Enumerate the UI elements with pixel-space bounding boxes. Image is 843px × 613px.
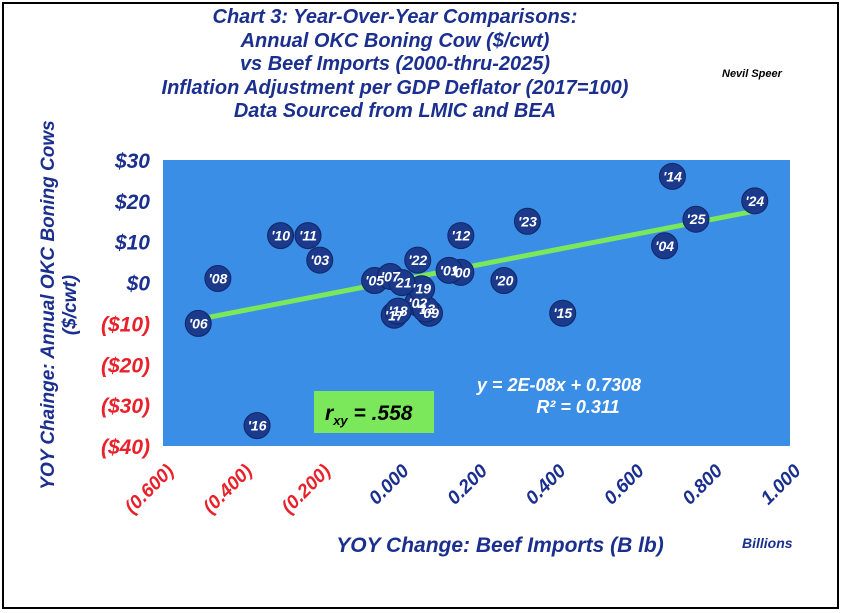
data-point-label: '25 [686, 211, 705, 227]
data-point [490, 267, 518, 295]
title-line-3: vs Beef Imports (2000-thru-2025) [239, 53, 551, 75]
data-point-label: '02 [408, 295, 427, 311]
data-point [404, 246, 432, 274]
data-point [267, 222, 295, 250]
x-tick-label: 0.600 [600, 460, 649, 509]
x-tick-label: 0.400 [522, 460, 571, 509]
x-axis-ticks: (0.600) (0.400) (0.200) 0.000 0.200 0.400 0.60… [121, 460, 806, 518]
x-tick-label: (0.200) [278, 461, 335, 518]
data-point [184, 309, 212, 337]
x-axis-unit: Billions [742, 535, 793, 551]
data-point-label: '22 [408, 252, 427, 268]
data-point [513, 207, 541, 235]
data-point [549, 299, 577, 327]
trendline [195, 208, 758, 322]
data-point-label: '21 [393, 275, 412, 291]
y-axis-label-line-1: YOY Chainge: Annual OKC Boning Cows [38, 120, 59, 489]
data-point-label: '04 [655, 238, 674, 254]
data-point-label: '05 [365, 273, 384, 289]
y-tick-label: $30 [114, 150, 150, 173]
data-point [204, 264, 232, 292]
data-point-label: '23 [518, 213, 537, 229]
y-axis-label-line-2: ($/cwt) [60, 275, 81, 335]
data-point [651, 232, 679, 260]
data-point-label: '14 [663, 168, 682, 184]
x-tick-label: (0.600) [121, 461, 178, 518]
correlation-r: r [325, 402, 335, 425]
data-point-label: '00 [451, 264, 470, 280]
plot-area [163, 160, 790, 446]
title-line-1: Chart 3: Year-Over-Year Comparisons: [212, 6, 578, 28]
data-point [294, 222, 322, 250]
data-point-label: '24 [745, 193, 764, 209]
data-point-label: '12 [451, 228, 470, 244]
title-line-5: Data Sourced from LMIC and BEA [233, 100, 557, 122]
data-point-label: '03 [310, 252, 329, 268]
data-point-label: '17 [385, 307, 405, 323]
data-point-label: '11 [299, 228, 317, 244]
y-tick-label: ($30) [101, 395, 150, 418]
x-tick-label: 1.000 [757, 460, 806, 509]
data-point [384, 297, 412, 325]
data-point-label: '18 [389, 303, 408, 319]
y-tick-label: $20 [114, 191, 150, 214]
author-credit: Nevil Speer [722, 68, 782, 80]
data-point-label: '13 [416, 301, 435, 317]
data-point [435, 256, 463, 284]
data-point-label: '10 [271, 228, 290, 244]
data-point [658, 162, 686, 190]
data-point-label: '20 [494, 273, 513, 289]
y-tick-label: ($10) [101, 313, 150, 336]
point-labels: '00'01 '02 '03 '04 '05 '06 '07 '08 '09 '10 '11 '12 '… [189, 168, 765, 433]
y-tick-label: ($20) [101, 354, 150, 377]
y-axis-ticks: $30 $20 $10 $0 ($10) ($20) ($30) ($40) [101, 150, 150, 459]
x-tick-label: 0.800 [679, 460, 728, 509]
data-point [447, 222, 475, 250]
title-line-4: Inflation Adjustment per GDP Deflator (2… [161, 76, 629, 99]
data-point-label: '19 [412, 281, 431, 297]
title-line-2: Annual OKC Boning Cow ($/cwt) [240, 29, 550, 52]
chart-title: Chart 3: Year-Over-Year Comparisons: Ann… [90, 6, 700, 124]
x-tick-label: 0.000 [365, 460, 414, 509]
data-point [306, 246, 334, 274]
data-point [682, 205, 710, 233]
data-point-label: '01 [440, 262, 459, 278]
y-tick-label: ($40) [101, 436, 150, 459]
correlation-box [314, 391, 434, 433]
data-point-label: '09 [420, 305, 439, 321]
data-point-label: '08 [208, 270, 227, 286]
y-tick-label: $10 [114, 232, 150, 255]
data-points [184, 162, 769, 440]
correlation-value: = .558 [348, 402, 413, 425]
correlation-label: rxy = .558 [325, 402, 413, 428]
data-point-label: '07 [381, 268, 401, 284]
x-tick-label: (0.400) [199, 461, 256, 518]
equation-line-2: R² = 0.311 [536, 397, 619, 417]
data-point [388, 269, 416, 297]
data-point-label: '06 [189, 315, 208, 331]
y-tick-label: $0 [126, 273, 151, 296]
x-axis-label: YOY Change: Beef Imports (B lb) [336, 534, 663, 557]
data-point [243, 412, 271, 440]
data-point-label: '16 [248, 418, 267, 434]
x-tick-label: 0.200 [444, 460, 493, 509]
data-point-label: '15 [553, 305, 572, 321]
trendline-group [195, 208, 758, 322]
correlation-subscript: xy [332, 413, 348, 428]
data-point [741, 187, 769, 215]
equation-line-1: y = 2E-08x + 0.7308 [476, 375, 641, 395]
